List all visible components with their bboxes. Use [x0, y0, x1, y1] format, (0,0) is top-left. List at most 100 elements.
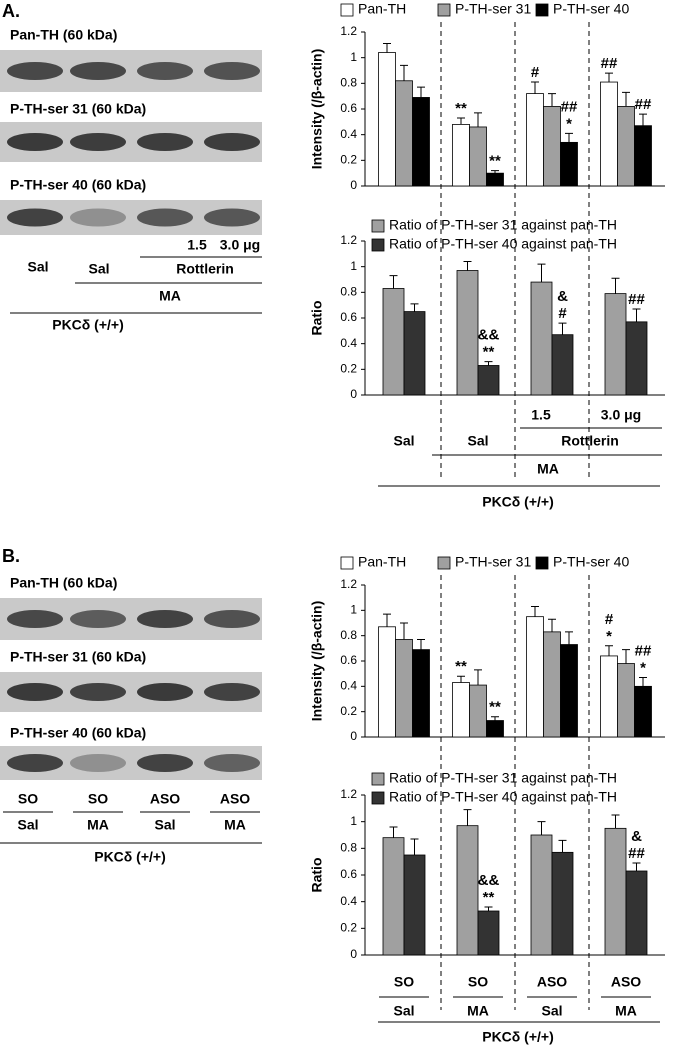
blot-band — [70, 62, 126, 80]
panel-label: B. — [2, 546, 20, 566]
bar — [530, 834, 553, 956]
y-tick-label: 0.2 — [340, 704, 357, 718]
error-bar — [565, 132, 573, 143]
legend-swatch — [371, 219, 385, 233]
bar — [412, 649, 430, 738]
label: MA — [87, 817, 109, 833]
y-tick-label: 0 — [350, 387, 357, 401]
bar — [378, 52, 396, 187]
legend-label: P-TH-ser 40 — [553, 554, 629, 570]
y-tick-label: 0.8 — [340, 841, 357, 855]
bar — [551, 334, 574, 396]
legend-label: Ratio of P-TH-ser 31 against pan-TH — [389, 217, 617, 233]
bar — [486, 720, 504, 738]
label: 1.5 — [531, 407, 551, 423]
error-bar — [410, 303, 419, 312]
blot-band — [204, 683, 260, 701]
label: SO — [88, 791, 108, 807]
y-tick-label: 1.2 — [340, 577, 357, 591]
blot-band — [204, 133, 260, 151]
error-bar — [389, 826, 398, 838]
label: Rottlerin — [561, 433, 619, 449]
blot-band — [7, 683, 63, 701]
bar — [617, 106, 635, 187]
bar — [456, 825, 479, 956]
y-tick-label: 1 — [350, 814, 357, 828]
error-bar — [632, 308, 641, 322]
error-bar — [400, 64, 408, 81]
error-bar — [632, 862, 641, 871]
bar — [456, 270, 479, 396]
bar — [634, 125, 652, 187]
y-tick-label: 1 — [350, 50, 357, 64]
error-bar — [484, 906, 493, 911]
label: SO — [468, 974, 488, 990]
blot-band — [7, 62, 63, 80]
blot-band — [70, 610, 126, 628]
bar — [403, 311, 426, 396]
significance-mark: * — [640, 659, 646, 676]
label: Rottlerin — [176, 261, 234, 277]
error-bar — [457, 675, 465, 683]
blot-band — [70, 133, 126, 151]
label: 1.5 — [187, 237, 207, 253]
bar — [634, 685, 652, 738]
legend-swatch — [371, 238, 385, 252]
legend-label: P-TH-ser 40 — [553, 1, 629, 17]
legend-label: P-TH-ser 31 — [455, 1, 531, 17]
bar — [452, 124, 470, 187]
significance-mark: ** — [455, 100, 467, 117]
blot-band — [7, 754, 63, 772]
y-tick-label: 0 — [350, 729, 357, 743]
legend-label: Pan-TH — [358, 1, 406, 17]
label: 3.0 μg — [220, 237, 260, 253]
blot-label: P-TH-ser 31 (60 kDa) — [10, 101, 146, 117]
bar — [378, 626, 396, 738]
blot-band — [137, 754, 193, 772]
bar — [551, 851, 574, 956]
y-tick-label: 0.8 — [340, 285, 357, 299]
blot-band — [70, 754, 126, 772]
y-axis-label: Ratio — [309, 301, 325, 336]
bar — [382, 837, 405, 956]
significance-mark: ** — [483, 344, 495, 361]
error-bar — [558, 839, 567, 853]
blot-band — [137, 683, 193, 701]
error-bar — [548, 93, 556, 107]
legend-label: Ratio of P-TH-ser 31 against pan-TH — [389, 770, 617, 786]
error-bar — [383, 613, 391, 627]
label: PKCδ (+/+) — [482, 494, 554, 510]
blot-band — [7, 610, 63, 628]
blot-label: P-TH-ser 40 (60 kDa) — [10, 177, 146, 193]
y-tick-label: 0.6 — [340, 101, 357, 115]
significance-mark: & — [557, 288, 568, 305]
label: PKCδ (+/+) — [482, 1029, 554, 1045]
error-bar — [474, 669, 482, 686]
blot-band — [70, 683, 126, 701]
significance-mark: ** — [489, 699, 501, 716]
bar — [412, 97, 430, 187]
error-bar — [463, 809, 472, 826]
y-tick-label: 0.8 — [340, 628, 357, 642]
y-tick-label: 0.2 — [340, 153, 357, 167]
significance-mark: ## — [635, 642, 652, 659]
significance-mark: ** — [483, 889, 495, 906]
y-tick-label: 0 — [350, 178, 357, 192]
bar — [526, 616, 544, 738]
error-bar — [537, 263, 546, 283]
label: MA — [467, 1003, 489, 1019]
blot-band — [137, 62, 193, 80]
significance-mark: ## — [628, 291, 645, 308]
label: Sal — [541, 1003, 562, 1019]
label: Sal — [154, 817, 175, 833]
error-bar — [389, 275, 398, 289]
bar — [625, 321, 648, 396]
legend-swatch — [535, 556, 549, 570]
error-bar — [383, 43, 391, 53]
legend-label: Ratio of P-TH-ser 40 against pan-TH — [389, 236, 617, 252]
label: PKCδ (+/+) — [52, 317, 124, 333]
blot-band — [7, 208, 63, 227]
label: Sal — [17, 817, 38, 833]
y-tick-label: 0 — [350, 947, 357, 961]
